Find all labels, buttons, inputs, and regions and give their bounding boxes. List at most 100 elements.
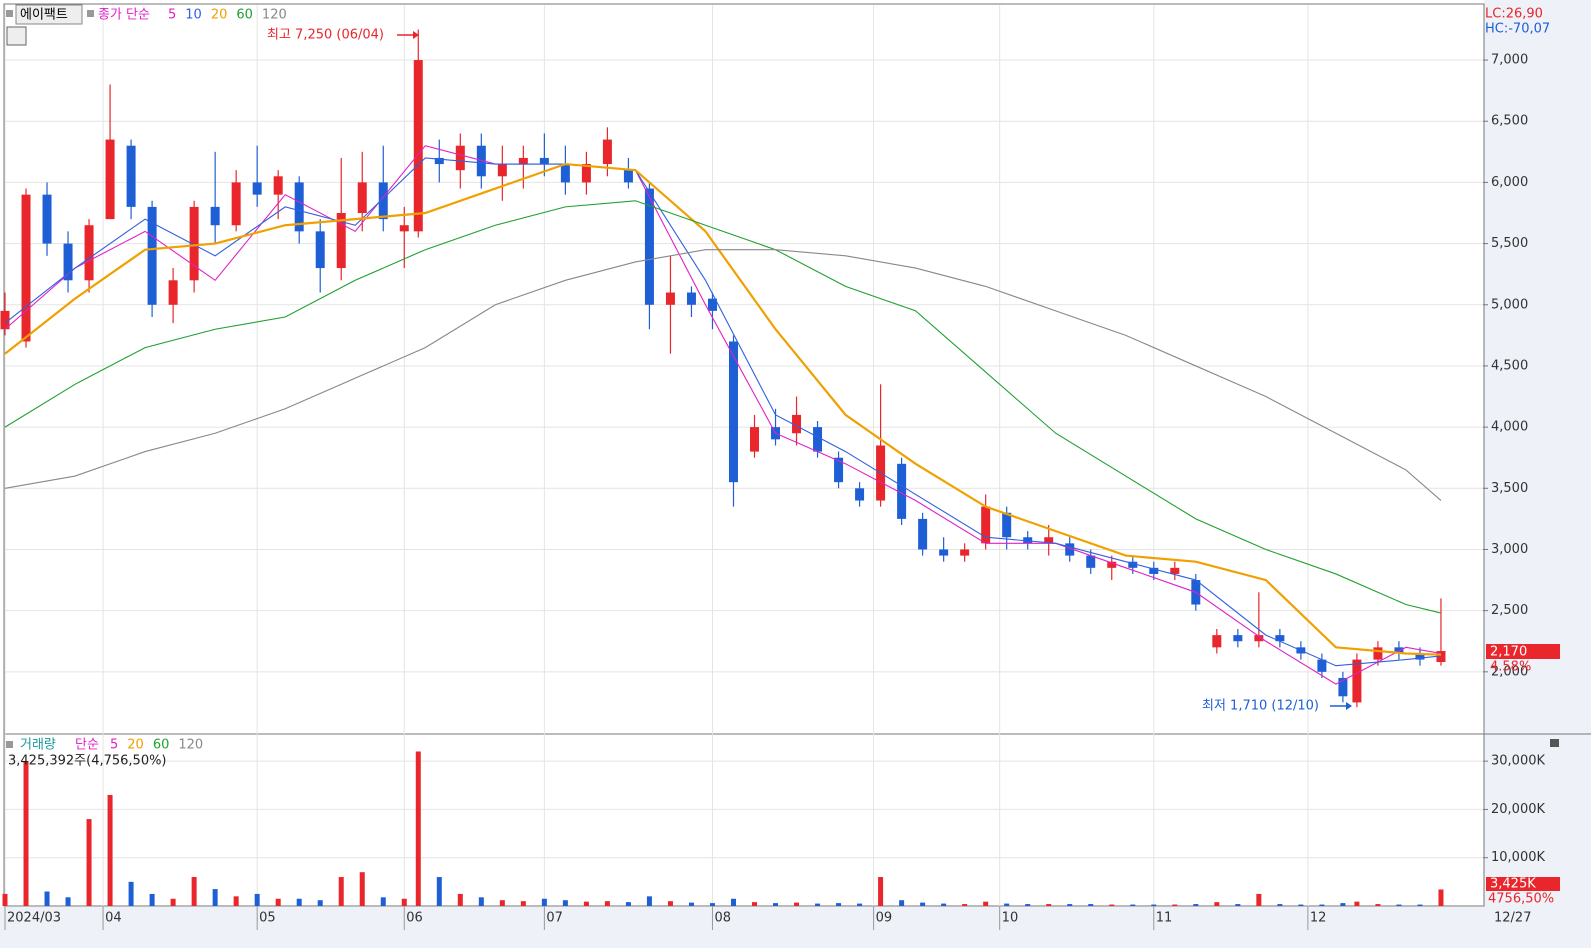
moving-average-line xyxy=(4,249,1442,501)
y-tick-label: 30,000K xyxy=(1491,754,1545,769)
volume-bar xyxy=(1354,901,1360,906)
volume-bar xyxy=(401,898,407,906)
volume-bar xyxy=(296,898,302,906)
candle-body xyxy=(960,549,970,556)
volume-legend: 5 20 60 120 xyxy=(110,738,203,753)
volume-legend-entry: 60 xyxy=(153,738,170,753)
legend-icon xyxy=(6,741,13,748)
legend-entry: 120 xyxy=(262,8,287,23)
candle-body xyxy=(42,194,52,244)
legend: 5 10 20 60 120 xyxy=(168,8,287,23)
candle-body xyxy=(539,157,549,165)
lc-label: LC:26,90 xyxy=(1485,7,1543,22)
candle-body xyxy=(1044,537,1054,544)
volume-bar xyxy=(1438,889,1444,906)
candle-body xyxy=(981,506,991,544)
arrow-head xyxy=(413,31,419,39)
moving-average-line xyxy=(4,145,1442,685)
volume-bar xyxy=(212,889,218,906)
y-tick-label: 5,000 xyxy=(1491,297,1528,312)
candle-body xyxy=(455,145,465,171)
legend-entry: 10 xyxy=(185,8,202,23)
candle-body xyxy=(1086,555,1096,568)
volume-bar xyxy=(667,901,673,906)
y-tick-label: 2,000 xyxy=(1491,664,1528,679)
x-tick-label: 2024/03 xyxy=(7,911,61,926)
candle-body xyxy=(644,188,654,305)
y-tick-label: 2,500 xyxy=(1491,603,1528,618)
candle-body xyxy=(1233,635,1243,642)
candle-body xyxy=(1338,677,1348,697)
volume-bar xyxy=(254,893,260,906)
candle-body xyxy=(1128,561,1138,568)
arrow-head xyxy=(1346,702,1352,710)
stock-name: 에이팩트 xyxy=(20,8,68,23)
volume-bar xyxy=(1172,904,1178,906)
plot-frame xyxy=(3,3,1485,907)
volume-bar xyxy=(857,903,863,906)
candle-body xyxy=(855,488,865,501)
candle-body xyxy=(581,164,591,183)
candle-body xyxy=(231,182,241,226)
candle-body xyxy=(560,164,570,183)
candle-body xyxy=(1373,647,1383,660)
stock-name-box[interactable] xyxy=(15,4,83,25)
candle-body xyxy=(476,145,486,177)
volume-bar xyxy=(541,898,547,906)
volume-bar xyxy=(191,877,197,906)
candle-body xyxy=(897,463,907,519)
volume-bar xyxy=(457,893,463,906)
y-tick-label: 10,000K xyxy=(1491,850,1545,865)
candle-body xyxy=(939,549,949,556)
candle-body xyxy=(1149,567,1159,574)
last-volume-box xyxy=(1486,877,1560,891)
volume-bar xyxy=(128,881,134,906)
volume-bar xyxy=(1396,904,1402,906)
marks: 2,000 2,500 3,000 3,500 4,000 4,500 5,000 5,500… xyxy=(0,29,1545,926)
volume-bar xyxy=(1417,904,1423,906)
volume-bar xyxy=(2,893,8,906)
candle-body xyxy=(189,206,199,281)
volume-bar xyxy=(1067,904,1073,906)
candle-body xyxy=(413,60,423,232)
last-volume: 3,425K xyxy=(1490,877,1536,892)
x-tick-label: 04 xyxy=(105,911,122,926)
volume-bar xyxy=(983,901,989,906)
candle-body xyxy=(336,213,346,269)
volume-bar xyxy=(1004,903,1010,906)
candle-body xyxy=(707,298,717,311)
volume-bar xyxy=(730,898,736,906)
volume-bar xyxy=(1375,904,1381,906)
volume-bar xyxy=(520,901,526,906)
candle-body xyxy=(273,176,283,195)
volume-info: 3,425,392주(4,756,50%) xyxy=(8,754,167,769)
volume-legend-method: 단순 xyxy=(75,738,99,753)
x-tick-label: 10 xyxy=(1002,911,1019,926)
volume-legend-title: 거래량 xyxy=(20,738,56,753)
last-change: 4.58% xyxy=(1490,660,1531,675)
y-tick-label: 20,000K xyxy=(1491,802,1545,817)
panel-button[interactable] xyxy=(1550,739,1559,747)
candle-body xyxy=(665,292,675,305)
candle-body xyxy=(294,182,304,232)
candle-body xyxy=(105,139,115,220)
legend-icon xyxy=(6,10,13,17)
x-tick-label: 12 xyxy=(1310,911,1327,926)
candle-body xyxy=(1352,659,1362,703)
candle-body xyxy=(834,457,844,483)
volume-bar xyxy=(233,896,239,906)
x-tick-label: 06 xyxy=(406,911,423,926)
candle-body xyxy=(1436,651,1446,663)
toolbar-button[interactable] xyxy=(6,26,27,46)
volume-bar xyxy=(562,900,568,906)
volume-bar xyxy=(920,902,926,906)
candle-body xyxy=(1415,653,1425,660)
volume-legend-entry: 120 xyxy=(178,738,203,753)
volume-bar xyxy=(773,903,779,906)
volume-bar xyxy=(878,877,884,906)
grid xyxy=(4,5,1488,930)
candle-body xyxy=(210,206,220,226)
last-ratio: 4756,50% xyxy=(1488,892,1554,907)
legend-entry: 60 xyxy=(236,8,253,23)
